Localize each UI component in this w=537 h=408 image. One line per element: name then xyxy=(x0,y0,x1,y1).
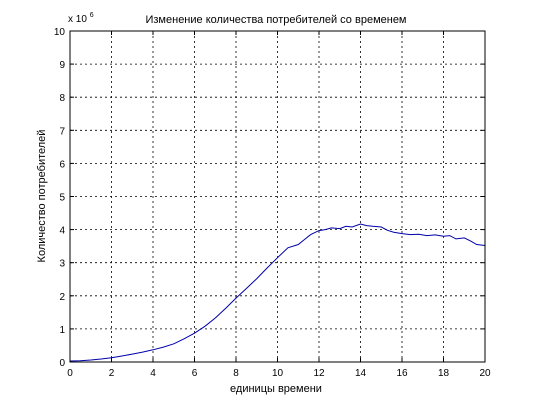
x-tick-label: 14 xyxy=(355,368,367,379)
x-tick-label: 20 xyxy=(479,368,491,379)
x-tick-label: 10 xyxy=(272,368,284,379)
y-tick-label: 4 xyxy=(59,226,65,237)
y-tick-label: 5 xyxy=(59,193,65,204)
y-axis-multiplier: x 10 6 xyxy=(68,12,94,25)
x-tick-label: 12 xyxy=(313,368,325,379)
grid-layer xyxy=(70,31,485,362)
x-tick-label: 18 xyxy=(438,368,450,379)
y-axis-multiplier-base: x 10 xyxy=(68,14,87,25)
x-tick-label: 6 xyxy=(192,368,198,379)
y-tick-label: 6 xyxy=(59,159,65,170)
y-tick-label: 7 xyxy=(59,126,65,137)
y-tick-label: 1 xyxy=(59,325,65,336)
y-axis-label: Количество потребителей xyxy=(36,130,48,263)
chart-title: Изменение количества потребителей со вре… xyxy=(145,14,406,26)
x-tick-label: 2 xyxy=(109,368,115,379)
y-tick-label: 10 xyxy=(54,27,66,38)
y-tick-label: 8 xyxy=(59,93,65,104)
y-axis-multiplier-exponent: 6 xyxy=(90,12,94,19)
y-tick-label: 3 xyxy=(59,259,65,270)
x-axis-label: единицы времени xyxy=(230,383,322,395)
x-tick-label: 0 xyxy=(67,368,73,379)
x-tick-label: 8 xyxy=(233,368,239,379)
series-line xyxy=(69,223,486,362)
x-tick-label: 16 xyxy=(396,368,408,379)
y-tick-label: 2 xyxy=(59,292,65,303)
x-tick-label: 4 xyxy=(150,368,156,379)
series-layer xyxy=(69,223,486,362)
y-tick-label: 0 xyxy=(59,358,65,369)
y-tick-label: 9 xyxy=(59,60,65,71)
